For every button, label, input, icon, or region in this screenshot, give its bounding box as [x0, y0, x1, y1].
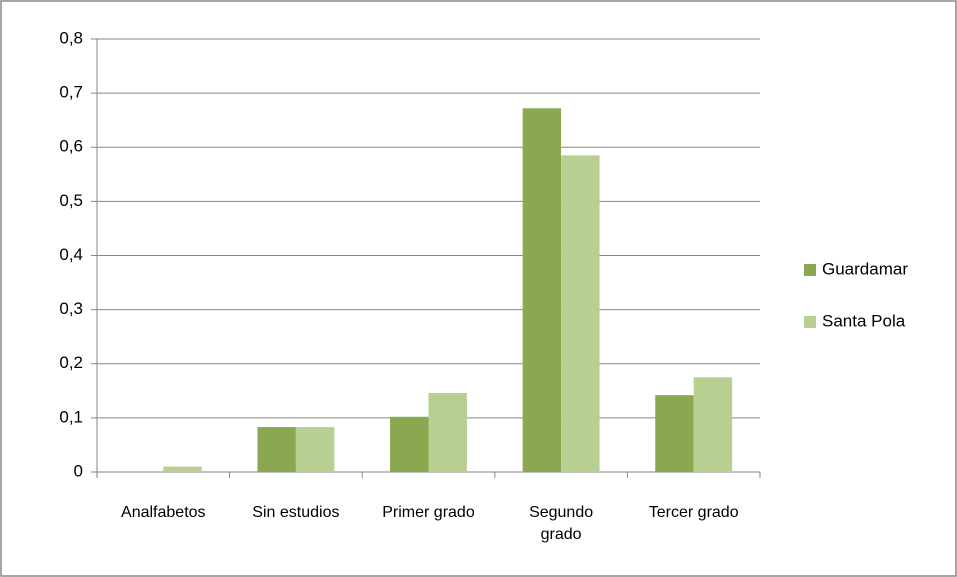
bar	[163, 466, 202, 472]
bar	[693, 377, 733, 472]
y-tick-label: 0,5	[59, 191, 83, 210]
x-tick-label: Tercer grado	[648, 504, 739, 521]
bar	[561, 155, 600, 472]
legend-label: Santa Pola	[822, 311, 906, 330]
x-tick-label: Segundo grado	[529, 504, 594, 543]
legend-swatch	[804, 264, 816, 276]
bar	[655, 395, 694, 472]
x-tick-label: Analfabetos	[121, 504, 206, 521]
x-tick-label: Sin estudios	[252, 504, 340, 521]
y-tick-label: 0,4	[59, 245, 83, 264]
y-tick-label: 0,7	[59, 83, 83, 102]
bar	[257, 427, 296, 472]
y-tick-label: 0,1	[59, 407, 83, 426]
bar	[522, 108, 562, 472]
bar	[295, 427, 335, 472]
bar	[390, 416, 429, 472]
y-tick-label: 0,8	[59, 28, 83, 47]
y-tick-label: 0,2	[59, 353, 83, 372]
legend-swatch	[804, 316, 816, 328]
y-tick-label: 0,6	[59, 137, 83, 156]
x-tick-label: Primer grado	[382, 504, 475, 521]
y-tick-label: 0	[74, 461, 83, 480]
legend-label: Guardamar	[822, 259, 908, 278]
y-tick-label: 0,3	[59, 299, 83, 318]
bar	[428, 392, 467, 472]
